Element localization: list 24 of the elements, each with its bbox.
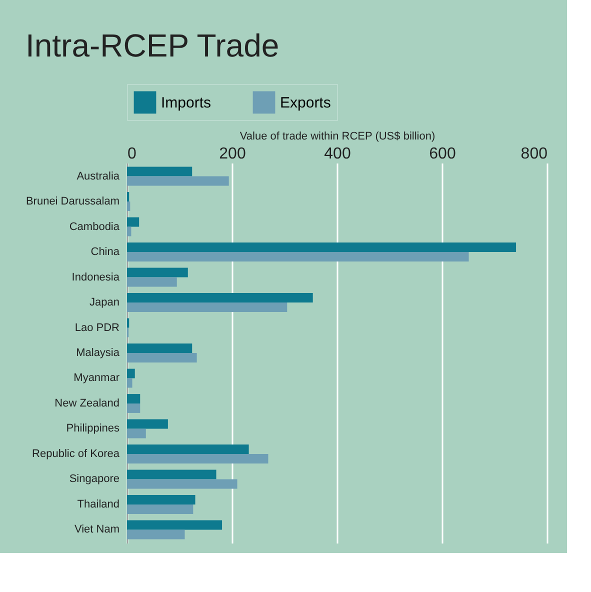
- x-axis-title: Value of trade within RCEP (US$ billion): [240, 130, 436, 142]
- x-tick-label: 0: [128, 146, 136, 162]
- x-tick-label: 400: [324, 146, 351, 162]
- y-tick-label: Myanmar: [74, 372, 120, 384]
- x-tick-label: 600: [429, 146, 456, 162]
- y-tick-label: Malaysia: [76, 347, 120, 359]
- y-tick-label: Indonesia: [72, 271, 120, 284]
- y-tick-label: New Zealand: [54, 398, 120, 410]
- y-tick-label: Thailand: [77, 498, 120, 510]
- y-tick-label: Brunei Darussalam: [26, 196, 120, 208]
- y-tick-label: Philippines: [66, 422, 120, 435]
- y-tick-label: Australia: [76, 170, 120, 182]
- y-tick-label: Japan: [90, 296, 120, 308]
- x-tick-label: 200: [219, 146, 246, 162]
- y-tick-label: Lao PDR: [74, 322, 120, 334]
- legend-label: Imports: [161, 94, 212, 112]
- chart-title: Intra-RCEP Trade: [25, 28, 280, 64]
- x-tick-label: 800: [520, 146, 548, 162]
- y-tick-label: China: [90, 246, 120, 258]
- y-tick-label: Cambodia: [69, 220, 120, 233]
- y-tick-label: Viet Nam: [74, 524, 120, 536]
- legend-label: Exports: [280, 94, 331, 112]
- y-tick-label: Singapore: [69, 473, 120, 486]
- y-tick-label: Republic of Korea: [32, 448, 120, 460]
